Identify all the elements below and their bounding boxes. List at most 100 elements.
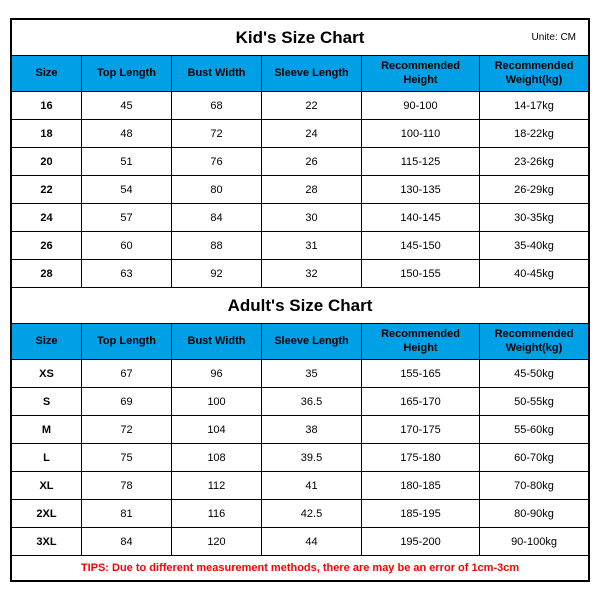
cell-rec_weight: 60-70kg: [480, 444, 588, 471]
col-sleeve-length: Sleeve Length: [262, 324, 362, 359]
cell-rec_weight: 23-26kg: [480, 148, 588, 175]
cell-top_length: 51: [82, 148, 172, 175]
cell-bust_width: 72: [172, 120, 262, 147]
cell-rec_weight: 30-35kg: [480, 204, 588, 231]
cell-bust_width: 104: [172, 416, 262, 443]
cell-rec_weight: 70-80kg: [480, 472, 588, 499]
table-row: 26608831145-15035-40kg: [12, 232, 588, 260]
cell-top_length: 60: [82, 232, 172, 259]
table-row: XL7811241180-18570-80kg: [12, 472, 588, 500]
cell-sleeve_length: 39.5: [262, 444, 362, 471]
cell-sleeve_length: 28: [262, 176, 362, 203]
cell-bust_width: 80: [172, 176, 262, 203]
cell-top_length: 78: [82, 472, 172, 499]
col-top-length: Top Length: [82, 56, 172, 91]
cell-rec_weight: 26-29kg: [480, 176, 588, 203]
cell-top_length: 72: [82, 416, 172, 443]
cell-size: M: [12, 416, 82, 443]
cell-size: S: [12, 388, 82, 415]
table-row: S6910036.5165-17050-55kg: [12, 388, 588, 416]
cell-bust_width: 116: [172, 500, 262, 527]
kids-title-row: Kid's Size Chart Unite: CM: [12, 20, 588, 56]
cell-rec_weight: 14-17kg: [480, 92, 588, 119]
cell-rec_height: 130-135: [362, 176, 480, 203]
table-row: 20517626115-12523-26kg: [12, 148, 588, 176]
table-row: 18487224100-11018-22kg: [12, 120, 588, 148]
cell-sleeve_length: 35: [262, 360, 362, 387]
cell-top_length: 67: [82, 360, 172, 387]
cell-sleeve_length: 42.5: [262, 500, 362, 527]
cell-top_length: 48: [82, 120, 172, 147]
cell-sleeve_length: 26: [262, 148, 362, 175]
cell-sleeve_length: 38: [262, 416, 362, 443]
size-chart-container: Kid's Size Chart Unite: CM Size Top Leng…: [10, 18, 590, 582]
cell-size: 22: [12, 176, 82, 203]
cell-rec_weight: 90-100kg: [480, 528, 588, 555]
col-bust-width: Bust Width: [172, 324, 262, 359]
cell-size: 2XL: [12, 500, 82, 527]
cell-top_length: 81: [82, 500, 172, 527]
cell-rec_height: 140-145: [362, 204, 480, 231]
cell-size: 24: [12, 204, 82, 231]
table-row: 3XL8412044195-20090-100kg: [12, 528, 588, 556]
kids-title: Kid's Size Chart: [12, 28, 588, 48]
col-rec-weight: Recommended Weight(kg): [480, 56, 588, 91]
cell-size: 16: [12, 92, 82, 119]
cell-sleeve_length: 41: [262, 472, 362, 499]
cell-top_length: 69: [82, 388, 172, 415]
col-sleeve-length: Sleeve Length: [262, 56, 362, 91]
cell-size: 3XL: [12, 528, 82, 555]
cell-rec_height: 175-180: [362, 444, 480, 471]
cell-rec_weight: 50-55kg: [480, 388, 588, 415]
col-rec-weight: Recommended Weight(kg): [480, 324, 588, 359]
table-row: M7210438170-17555-60kg: [12, 416, 588, 444]
table-row: L7510839.5175-18060-70kg: [12, 444, 588, 472]
cell-rec_height: 100-110: [362, 120, 480, 147]
cell-rec_height: 170-175: [362, 416, 480, 443]
cell-sleeve_length: 44: [262, 528, 362, 555]
cell-rec_weight: 35-40kg: [480, 232, 588, 259]
table-row: 24578430140-14530-35kg: [12, 204, 588, 232]
cell-sleeve_length: 24: [262, 120, 362, 147]
table-row: 22548028130-13526-29kg: [12, 176, 588, 204]
tips-text: TIPS: Due to different measurement metho…: [12, 556, 588, 580]
table-row: 1645682290-10014-17kg: [12, 92, 588, 120]
adults-title-row: Adult's Size Chart: [12, 288, 588, 324]
cell-rec_height: 150-155: [362, 260, 480, 287]
cell-rec_height: 145-150: [362, 232, 480, 259]
cell-size: 28: [12, 260, 82, 287]
cell-size: XS: [12, 360, 82, 387]
cell-rec_weight: 40-45kg: [480, 260, 588, 287]
cell-rec_height: 90-100: [362, 92, 480, 119]
cell-bust_width: 88: [172, 232, 262, 259]
adults-title: Adult's Size Chart: [12, 296, 588, 316]
cell-rec_height: 195-200: [362, 528, 480, 555]
cell-size: L: [12, 444, 82, 471]
cell-bust_width: 76: [172, 148, 262, 175]
cell-bust_width: 92: [172, 260, 262, 287]
table-row: 28639232150-15540-45kg: [12, 260, 588, 288]
cell-top_length: 54: [82, 176, 172, 203]
cell-bust_width: 84: [172, 204, 262, 231]
cell-rec_weight: 18-22kg: [480, 120, 588, 147]
col-rec-height: Recommended Height: [362, 324, 480, 359]
cell-top_length: 63: [82, 260, 172, 287]
col-size: Size: [12, 56, 82, 91]
cell-rec_weight: 45-50kg: [480, 360, 588, 387]
col-size: Size: [12, 324, 82, 359]
adults-header-row: Size Top Length Bust Width Sleeve Length…: [12, 324, 588, 360]
cell-bust_width: 96: [172, 360, 262, 387]
cell-sleeve_length: 32: [262, 260, 362, 287]
col-bust-width: Bust Width: [172, 56, 262, 91]
cell-bust_width: 112: [172, 472, 262, 499]
cell-rec_height: 180-185: [362, 472, 480, 499]
cell-rec_height: 165-170: [362, 388, 480, 415]
table-row: 2XL8111642.5185-19580-90kg: [12, 500, 588, 528]
cell-size: 26: [12, 232, 82, 259]
adults-rows: XS679635155-16545-50kgS6910036.5165-1705…: [12, 360, 588, 556]
cell-sleeve_length: 22: [262, 92, 362, 119]
cell-top_length: 84: [82, 528, 172, 555]
cell-sleeve_length: 36.5: [262, 388, 362, 415]
cell-bust_width: 120: [172, 528, 262, 555]
table-row: XS679635155-16545-50kg: [12, 360, 588, 388]
